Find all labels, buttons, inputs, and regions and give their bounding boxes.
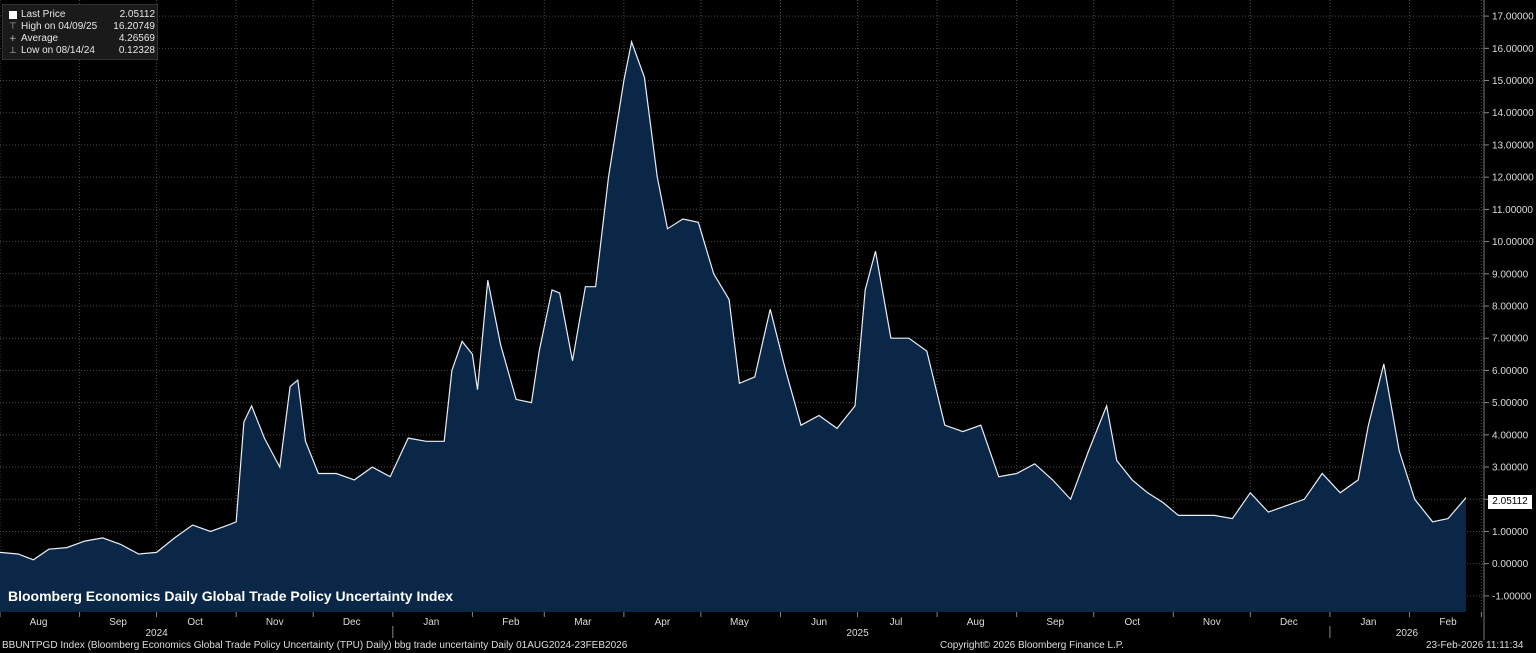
y-tick-label: 9.00000	[1492, 269, 1529, 280]
x-month-label: Sep	[109, 617, 127, 628]
legend-label: Average	[21, 33, 59, 44]
x-month-label: May	[730, 617, 749, 628]
x-month-label: Sep	[1046, 617, 1064, 628]
x-month-label: Dec	[1280, 617, 1298, 628]
series-area	[0, 41, 1466, 612]
average-marker-icon: +	[9, 34, 17, 44]
legend-label: Last Price	[21, 9, 66, 20]
x-month-label: Apr	[655, 617, 671, 628]
y-tick-label: 13.00000	[1492, 140, 1534, 151]
x-month-label: Feb	[1439, 617, 1457, 628]
x-month-label: Aug	[967, 617, 985, 628]
y-tick-label: 0.00000	[1492, 559, 1529, 570]
y-axis-ticks: -1.000000.000001.000002.000003.000004.00…	[1484, 12, 1534, 602]
x-year-label: 2026	[1396, 628, 1419, 639]
y-tick-label: 17.00000	[1492, 12, 1534, 23]
x-month-label: Jan	[1360, 617, 1376, 628]
footer-timestamp: 23-Feb-2026 11:11:34	[1426, 640, 1524, 651]
legend-value: 16.20749	[113, 21, 155, 32]
legend-high: ⊤ High on 04/09/25 16.20749	[9, 21, 155, 33]
y-tick-label: 16.00000	[1492, 44, 1534, 55]
x-month-label: Oct	[1124, 617, 1140, 628]
square-icon	[9, 11, 17, 19]
legend-average: + Average 4.26569	[9, 33, 155, 45]
legend-label: High on 04/09/25	[21, 21, 98, 32]
high-marker-icon: ⊤	[9, 22, 17, 32]
x-month-label: Jun	[811, 617, 827, 628]
low-marker-icon: ⊥	[9, 46, 17, 56]
y-tick-label: 6.00000	[1492, 366, 1529, 377]
x-year-label: 2024	[145, 628, 168, 639]
y-tick-label: 3.00000	[1492, 463, 1529, 474]
legend-low: ⊥ Low on 08/14/24 0.12328	[9, 45, 155, 57]
y-tick-label: 10.00000	[1492, 237, 1534, 248]
last-price-tag: 2.05112	[1488, 495, 1532, 509]
x-year-label: 2025	[846, 628, 869, 639]
y-tick-label: -1.00000	[1492, 591, 1532, 602]
x-month-label: Nov	[266, 617, 284, 628]
x-axis-ticks: Aug Sep Oct Nov Dec Jan Feb Mar Apr May Jun Jul Aug S…	[0, 612, 1482, 639]
x-month-label: Feb	[502, 617, 520, 628]
x-month-label: Aug	[30, 617, 48, 628]
x-month-label: Jan	[423, 617, 439, 628]
y-tick-label: 8.00000	[1492, 302, 1529, 313]
legend: Last Price 2.05112 ⊤ High on 04/09/25 16…	[2, 4, 158, 60]
legend-value: 0.12328	[118, 45, 155, 56]
x-month-label: Jul	[890, 617, 903, 628]
footer-copyright: Copyright© 2026 Bloomberg Finance L.P.	[940, 640, 1124, 651]
y-tick-label: 7.00000	[1492, 334, 1529, 345]
y-tick-label: 15.00000	[1492, 76, 1534, 87]
y-tick-label: 14.00000	[1492, 108, 1534, 119]
legend-last-price: Last Price 2.05112	[9, 9, 155, 23]
x-month-label: Nov	[1203, 617, 1221, 628]
legend-label: Low on 08/14/24	[21, 45, 95, 56]
y-tick-label: 11.00000	[1492, 205, 1533, 216]
y-tick-label: 12.00000	[1492, 173, 1534, 184]
chart-title: Bloomberg Economics Daily Global Trade P…	[8, 588, 454, 604]
x-month-label: Mar	[574, 617, 592, 628]
legend-value: 2.05112	[119, 9, 155, 20]
footer-description: BBUNTPGD Index (Bloomberg Economics Glob…	[2, 640, 628, 651]
y-tick-label: 5.00000	[1492, 398, 1529, 409]
y-tick-label: 1.00000	[1492, 527, 1529, 538]
legend-value: 4.26569	[118, 33, 155, 44]
y-tick-label: 4.00000	[1492, 430, 1529, 441]
x-month-label: Oct	[187, 617, 203, 628]
series-line	[0, 39, 1467, 561]
x-month-label: Dec	[343, 617, 361, 628]
